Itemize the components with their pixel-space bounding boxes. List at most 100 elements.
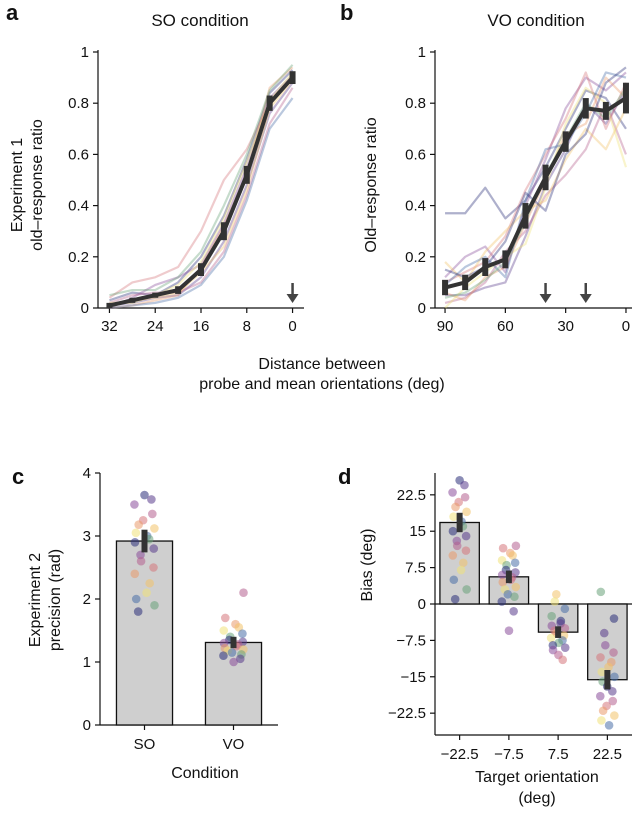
panel-a-ylabel-line1: Experiment 1	[9, 138, 26, 232]
panel-c-subject-point	[140, 490, 149, 500]
panel-a-xtick-label: 32	[101, 318, 118, 335]
panel-d-subject-point	[448, 551, 458, 560]
panel-d-subject-point	[601, 640, 610, 650]
panel-c-subject-point	[219, 651, 228, 660]
panel-d-subject-point	[558, 655, 568, 665]
panel-d-ytick-label: 22.5	[397, 487, 426, 504]
panel-d-subject-point	[546, 633, 556, 643]
panel-a-letter: a	[6, 0, 19, 25]
panel-b-subject-line	[445, 89, 627, 297]
panel-d-subject-point	[448, 488, 457, 497]
panel-c-subject-point	[229, 657, 238, 667]
panel-c-ylabel-line1: Experiment 2	[27, 553, 44, 647]
panel-d-xtick-label: 22.5	[593, 746, 622, 763]
panel-c-subject-point	[227, 648, 237, 657]
panel-d-subject-point	[596, 653, 605, 662]
panel-a-xtick-label: 8	[243, 318, 251, 335]
panel-c-ylabel-line2: precision (rad)	[47, 549, 64, 651]
panel-d-subject-point	[462, 507, 471, 517]
panel-d-subject-point	[448, 526, 458, 536]
panel-b-subject-line	[444, 107, 627, 284]
panel-d-subject-point	[510, 592, 519, 602]
panel-c-plot: 0 1 2 3 4 SO VO	[83, 465, 278, 753]
panel-c-subject-point	[136, 550, 145, 560]
panel-c-subject-point	[220, 613, 230, 623]
panel-d-ylabel: Bias (deg)	[359, 529, 376, 602]
panel-d-subject-point	[498, 577, 508, 587]
panel-d-subject-point	[604, 720, 614, 730]
panel-a-plot: 0 0.2 0.4 0.6 0.8 1 32 24 16 8 0	[68, 44, 304, 335]
panel-c-bar	[115, 540, 174, 726]
panel-c-ytick-label: 4	[83, 465, 91, 482]
panel-b-xtick-label: 60	[497, 318, 514, 335]
shared-xlabel-line1: Distance between	[258, 356, 385, 373]
panel-d-subject-point	[503, 589, 513, 599]
panel-d-ytick-label: −22.5	[388, 705, 426, 722]
panel-b-ytick-label: 1	[418, 44, 426, 61]
panel-d-subject-point	[510, 558, 520, 568]
panel-b-ytick-label: 0.2	[405, 249, 426, 266]
panel-c-xtick-label: VO	[223, 736, 245, 753]
panel-c-subject-point	[235, 654, 245, 664]
panel-d-ytick-label: 7.5	[405, 560, 426, 577]
panel-b-subject-line	[444, 71, 627, 284]
panel-b-subject-line	[444, 76, 627, 302]
panel-d-subject-point	[449, 575, 459, 585]
panel-d-subject-point	[598, 706, 608, 716]
panel-d-subject-point	[504, 626, 514, 635]
panel-d-subject-point	[596, 587, 606, 597]
panel-d-ytick-label: −7.5	[396, 632, 426, 649]
panel-a-ytick-label: 0.8	[68, 95, 89, 112]
panel-b-mean-line	[444, 96, 628, 290]
panel-a-subject-line	[109, 87, 294, 304]
panel-d-subject-point	[595, 691, 605, 701]
panel-d-xtick-label: 7.5	[548, 746, 569, 763]
panel-a-xtick-label: 24	[147, 318, 164, 335]
panel-a-ytick-label: 1	[81, 44, 89, 61]
panel-c-subject-point	[147, 495, 156, 504]
panel-d: d Bias (deg) Target orientation (deg) 22…	[338, 464, 632, 807]
panel-d-subject-point	[462, 585, 471, 594]
panel-b-ytick-label: 0.8	[405, 95, 426, 112]
panel-c-xtick-label: SO	[134, 736, 156, 753]
panel-b-subject-line	[444, 102, 627, 304]
panel-b-subject-line	[444, 86, 628, 309]
panel-b-ytick-label: 0.6	[405, 146, 426, 163]
panel-d-xlabel-line2: (deg)	[518, 790, 555, 807]
panel-b: b VO condition Old–response ratio 0 0.2 0.…	[340, 0, 632, 335]
panel-c-ytick-label: 3	[83, 528, 91, 545]
panel-d-subject-point	[498, 543, 508, 553]
panel-d-subject-point	[550, 597, 560, 606]
panel-d-xtick-label: −22.5	[441, 746, 479, 763]
panel-d-subject-point	[609, 614, 619, 623]
panel-c-ytick-label: 0	[83, 717, 91, 734]
down-arrow-icon	[286, 294, 299, 303]
panel-a-ytick-label: 0	[81, 300, 89, 317]
panel-c-subject-point	[150, 524, 159, 533]
panel-c-subject-point	[130, 538, 140, 547]
panel-d-subject-point	[604, 662, 613, 672]
panel-a-ytick-label: 0.4	[68, 198, 89, 215]
panel-d-subject-point	[610, 711, 619, 720]
panel-a-ylabel-line2: old–response ratio	[29, 119, 46, 251]
panel-a-ytick-label: 0.6	[68, 146, 89, 163]
panel-d-subject-point	[497, 570, 507, 580]
panel-d-subject-point	[456, 565, 466, 575]
panel-c-subject-point	[219, 626, 229, 635]
panel-c-subject-point	[131, 528, 141, 538]
panel-d-subject-point	[560, 623, 570, 633]
panel-d-subject-point	[560, 643, 570, 652]
panel-d-subject-point	[609, 648, 618, 657]
panel-c-subject-point	[238, 629, 247, 638]
panel-d-subject-point	[497, 597, 507, 606]
panel-a-subject-line	[109, 97, 294, 310]
panel-c-subject-point	[133, 607, 143, 616]
panel-b-subject-line	[444, 71, 627, 279]
panel-d-subject-point	[458, 558, 468, 568]
panel-d-subject-point	[547, 611, 556, 621]
panel-c-subject-point	[149, 563, 158, 572]
panel-d-ytick-label: −15	[401, 669, 426, 686]
down-arrow-icon	[579, 294, 592, 303]
panel-d-subject-point	[511, 582, 521, 592]
